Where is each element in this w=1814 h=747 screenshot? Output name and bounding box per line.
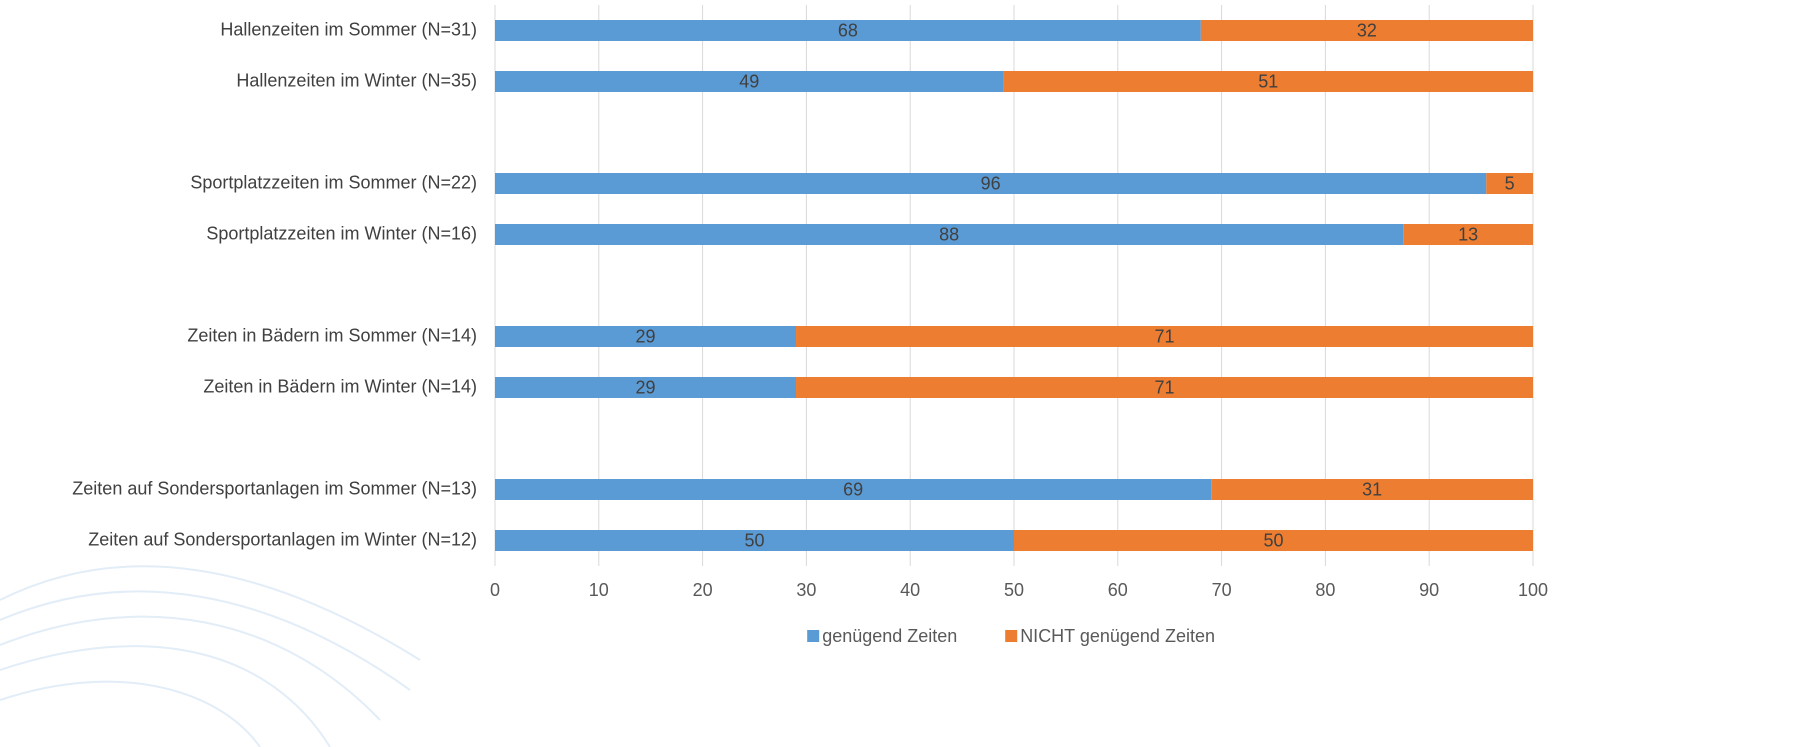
category-label: Zeiten in Bädern im Winter (N=14) bbox=[203, 376, 477, 396]
x-tick-label: 0 bbox=[490, 580, 500, 600]
bar-segment bbox=[1403, 224, 1533, 245]
x-tick-label: 30 bbox=[796, 580, 816, 600]
swoosh-line bbox=[0, 590, 411, 691]
data-label: 50 bbox=[1263, 530, 1283, 550]
data-label: 68 bbox=[838, 20, 858, 40]
x-tick-label: 60 bbox=[1108, 580, 1128, 600]
bar-segment bbox=[495, 224, 1404, 245]
x-tick-label: 20 bbox=[693, 580, 713, 600]
legend-label: NICHT genügend Zeiten bbox=[1020, 626, 1215, 646]
bar-segment bbox=[495, 20, 1201, 41]
swoosh-line bbox=[0, 615, 381, 721]
legend-swatch bbox=[807, 630, 820, 642]
x-tick-label: 80 bbox=[1315, 580, 1335, 600]
data-label: 31 bbox=[1362, 479, 1382, 499]
category-label: Hallenzeiten im Sommer (N=31) bbox=[220, 19, 477, 39]
swoosh-line bbox=[0, 565, 421, 661]
x-tick-label: 100 bbox=[1518, 580, 1548, 600]
bar-segment bbox=[495, 377, 797, 398]
data-label: 71 bbox=[1154, 326, 1174, 346]
bar-segment bbox=[495, 326, 797, 347]
data-label: 71 bbox=[1154, 377, 1174, 397]
x-tick-label: 90 bbox=[1419, 580, 1439, 600]
background-swoosh bbox=[0, 565, 421, 747]
x-tick-label: 70 bbox=[1212, 580, 1232, 600]
category-label: Sportplatzzeiten im Winter (N=16) bbox=[206, 223, 477, 243]
data-label: 51 bbox=[1258, 71, 1278, 91]
category-label: Zeiten auf Sondersportanlagen im Sommer … bbox=[72, 478, 477, 498]
bar-segment bbox=[495, 479, 1212, 500]
category-label: Zeiten auf Sondersportanlagen im Winter … bbox=[88, 529, 477, 549]
bar-segment bbox=[1486, 173, 1533, 194]
x-tick-label: 40 bbox=[900, 580, 920, 600]
bar-segment bbox=[495, 530, 1014, 551]
bar-segment bbox=[1014, 530, 1533, 551]
x-tick-label: 50 bbox=[1004, 580, 1024, 600]
bar-segment bbox=[1211, 479, 1533, 500]
bar-segment bbox=[495, 173, 1487, 194]
data-label: 49 bbox=[739, 71, 759, 91]
legend-swatch bbox=[1005, 630, 1018, 642]
data-label: 5 bbox=[1505, 173, 1515, 193]
data-label: 69 bbox=[843, 479, 863, 499]
category-label: Hallenzeiten im Winter (N=35) bbox=[236, 70, 477, 90]
bar-segment bbox=[796, 377, 1533, 398]
bar-segment bbox=[495, 71, 1004, 92]
data-label: 88 bbox=[939, 224, 959, 244]
bar-segment bbox=[1003, 71, 1533, 92]
data-label: 32 bbox=[1357, 20, 1377, 40]
category-label: Sportplatzzeiten im Sommer (N=22) bbox=[190, 172, 477, 192]
category-label: Zeiten in Bädern im Sommer (N=14) bbox=[187, 325, 477, 345]
data-label: 29 bbox=[635, 326, 655, 346]
data-label: 96 bbox=[981, 173, 1001, 193]
bar-segment bbox=[1200, 20, 1533, 41]
swoosh-line bbox=[0, 645, 331, 747]
swoosh-line bbox=[0, 680, 261, 747]
data-label: 13 bbox=[1458, 224, 1478, 244]
legend-label: genügend Zeiten bbox=[822, 626, 957, 646]
data-label: 29 bbox=[635, 377, 655, 397]
x-tick-label: 10 bbox=[589, 580, 609, 600]
bar-segment bbox=[796, 326, 1533, 347]
data-label: 50 bbox=[744, 530, 764, 550]
